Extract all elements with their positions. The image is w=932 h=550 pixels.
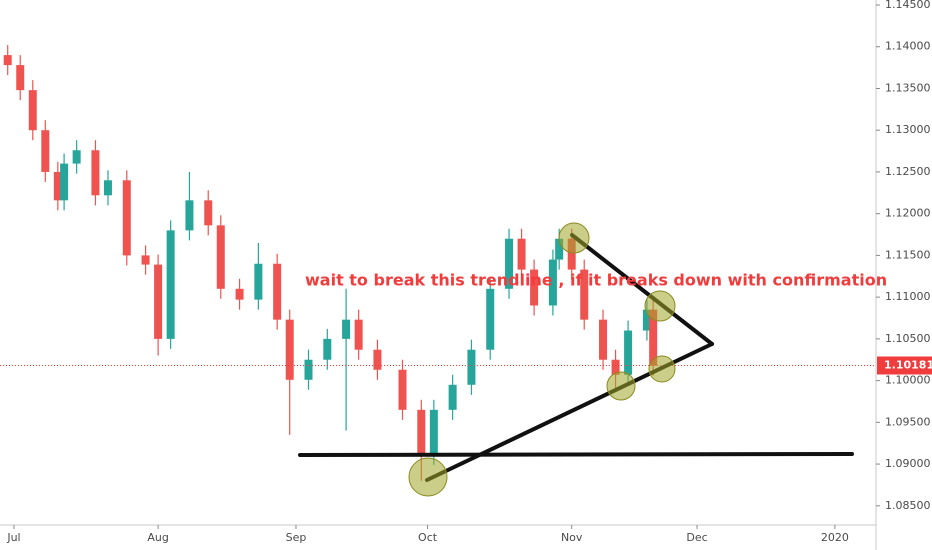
x-tick-label: Nov (561, 531, 583, 544)
support-line (298, 452, 854, 457)
candle-body (166, 230, 175, 339)
candle-body (60, 163, 69, 201)
y-tick-label: 1.10500 (885, 332, 931, 345)
highlight-circle (558, 222, 590, 254)
y-tick-label: 1.13000 (885, 123, 931, 136)
candle-body (555, 238, 564, 260)
candle-body (122, 180, 131, 256)
x-tick-label: 2020 (821, 531, 849, 544)
candle-body (624, 330, 633, 375)
x-tick-label: Dec (686, 531, 707, 544)
candle-body (235, 288, 244, 300)
candle-body (642, 309, 651, 331)
candle-body (599, 319, 608, 360)
descending-trendline (570, 233, 714, 346)
candle-body (285, 319, 294, 380)
candle-body (141, 255, 150, 265)
last-price-box (877, 356, 932, 375)
y-tick-label: 1.14500 (885, 0, 931, 11)
candle-body (273, 263, 282, 320)
candle-body (16, 65, 25, 91)
candle-body (580, 269, 589, 320)
candle-body (530, 269, 539, 306)
candle-body (517, 238, 526, 270)
candle-body (373, 349, 382, 370)
candle-body (204, 200, 213, 226)
y-tick-label: 1.12500 (885, 165, 931, 178)
candle-body (53, 171, 62, 201)
candle-body (398, 369, 407, 410)
y-tick-label: 1.09000 (885, 457, 931, 470)
candle-body (103, 180, 112, 196)
y-tick-label: 1.11000 (885, 290, 931, 303)
x-tick-label: Oct (418, 531, 438, 544)
y-tick-label: 1.10000 (885, 374, 931, 387)
candle-body (448, 384, 457, 410)
y-tick-label: 1.13500 (885, 81, 931, 94)
y-tick-label: 1.08500 (885, 499, 931, 512)
candle-body (417, 409, 426, 455)
highlight-circle (606, 371, 636, 401)
candle-body (548, 259, 557, 306)
candle-body (216, 225, 225, 289)
candle-body (304, 359, 313, 380)
candle-body (3, 55, 12, 66)
candle-body (41, 130, 50, 172)
candle-body (254, 263, 263, 300)
x-tick-label: Sep (286, 531, 307, 544)
highlight-circle (408, 457, 448, 497)
highlight-circle (644, 290, 676, 322)
candle-body (72, 150, 81, 164)
candle-body (505, 238, 514, 289)
candle-body (185, 200, 194, 231)
y-tick-label: 1.11500 (885, 248, 931, 261)
candle-body (28, 90, 37, 131)
drawings (298, 222, 854, 497)
y-tick-label: 1.14000 (885, 40, 931, 53)
candle-body (323, 338, 332, 360)
candle-body (91, 150, 100, 196)
highlight-circle (648, 355, 676, 383)
y-tick-label: 1.12000 (885, 207, 931, 220)
candle-body (467, 349, 476, 385)
candle-body (649, 309, 658, 366)
candle-body (354, 319, 363, 350)
candle-body (611, 359, 620, 375)
candle-body (486, 288, 495, 350)
candle-body (342, 319, 351, 339)
x-tick-label: Jul (6, 531, 20, 544)
annotation: wait to break this trendline , if it bre… (305, 271, 887, 290)
y-tick-label: 1.09500 (885, 415, 931, 428)
candle-body (154, 264, 163, 339)
x-tick-label: Aug (147, 531, 168, 544)
last-price-label: 1.10181 (884, 358, 932, 371)
candle-body (429, 409, 438, 455)
candle-body (567, 238, 576, 270)
